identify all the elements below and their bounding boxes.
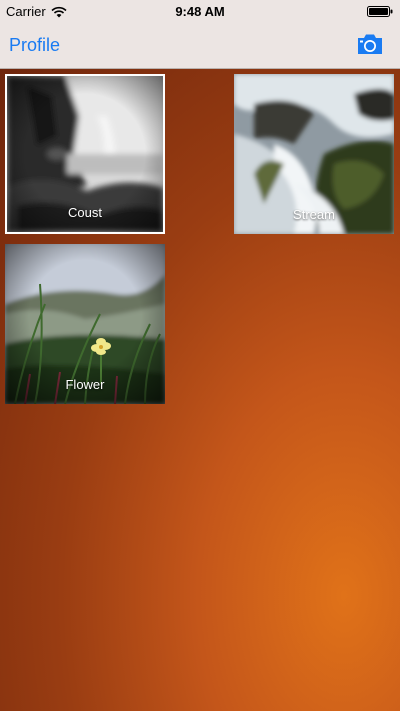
photo-label: Flower [65, 377, 105, 392]
carrier-group: Carrier [6, 4, 67, 19]
profile-nav-button[interactable]: Profile [9, 35, 61, 55]
stream-photo [234, 74, 394, 234]
battery-icon [367, 6, 393, 17]
photo-tile-coust[interactable]: Coust [5, 74, 165, 234]
wifi-icon [51, 6, 67, 17]
status-time: 9:48 AM [175, 4, 225, 19]
photo-label: Coust [68, 205, 102, 220]
flower-photo [5, 244, 165, 404]
photo-tile-stream[interactable]: Stream [234, 74, 394, 234]
photo-tile-flower[interactable]: Flower [5, 244, 165, 404]
photo-grid: Coust [0, 69, 400, 711]
coast-photo [7, 76, 163, 232]
navigation-bar: Profile [0, 22, 400, 69]
camera-icon[interactable] [356, 32, 384, 56]
status-bar: Carrier 9:48 AM [0, 0, 400, 22]
photo-label: Stream [293, 207, 335, 222]
carrier-label: Carrier [6, 4, 46, 19]
